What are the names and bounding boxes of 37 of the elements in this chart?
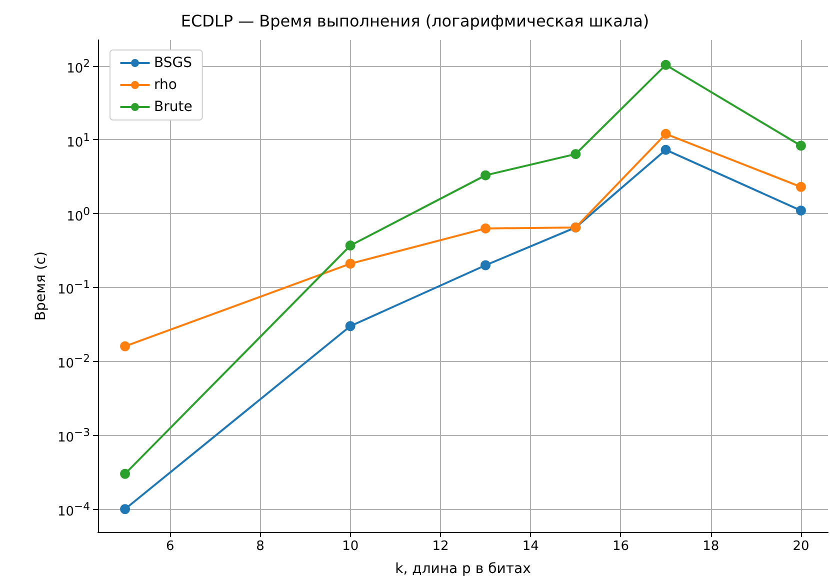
y-tick-label: 10$^{0}$ xyxy=(66,204,90,224)
point xyxy=(660,60,671,70)
point xyxy=(345,240,356,251)
y-tick-label: 10$^{−2}$ xyxy=(57,352,90,372)
y-tick-label: 10$^{−3}$ xyxy=(57,426,90,446)
point xyxy=(120,504,130,514)
point xyxy=(480,223,491,234)
point xyxy=(796,206,806,216)
legend-label: Brute xyxy=(154,99,192,115)
chart-title: ECDLP — Время выполнения (логарифмическая шкала) xyxy=(180,12,650,30)
point xyxy=(480,170,491,180)
point xyxy=(120,468,130,479)
y-tick-label: 10$^{1}$ xyxy=(66,130,90,150)
x-tick-label: 10 xyxy=(342,539,359,554)
point xyxy=(570,149,581,160)
x-tick-label: 6 xyxy=(166,539,174,554)
point xyxy=(345,321,356,332)
point xyxy=(120,341,130,352)
x-axis-title: k, длина p в битах xyxy=(395,561,531,577)
y-tick-label: 10$^{−1}$ xyxy=(57,278,90,298)
x-tick-label: 8 xyxy=(256,539,264,554)
legend-label: rho xyxy=(154,77,177,93)
x-tick-label: 18 xyxy=(702,539,720,554)
legend-label: BSGS xyxy=(154,55,192,71)
point xyxy=(660,128,671,139)
point xyxy=(796,140,806,151)
y-tick-label: 10$^{−4}$ xyxy=(57,500,90,520)
x-tick-label: 16 xyxy=(612,539,629,554)
x-tick-label: 14 xyxy=(522,539,539,554)
point xyxy=(480,260,491,270)
x-tick-label: 12 xyxy=(432,539,449,554)
y-tick-label: 10$^{2}$ xyxy=(66,56,90,76)
point xyxy=(796,182,806,192)
y-axis-title: Время (с) xyxy=(33,251,49,321)
point xyxy=(660,144,671,155)
point xyxy=(345,258,356,269)
x-tick-label: 20 xyxy=(792,539,810,554)
